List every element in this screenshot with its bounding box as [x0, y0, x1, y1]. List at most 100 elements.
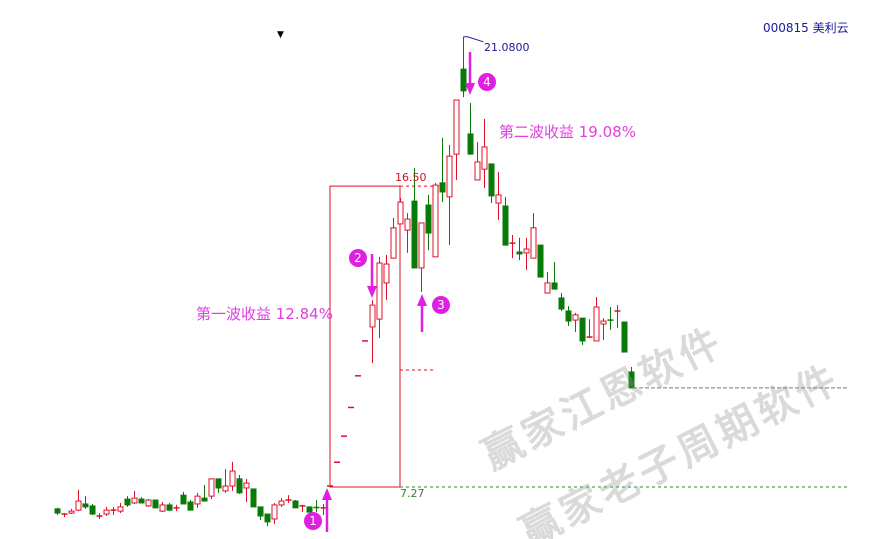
candle-body	[75, 500, 82, 511]
signal-marker-3: 3	[432, 296, 450, 314]
candle-body	[481, 146, 488, 170]
candle	[516, 237, 523, 261]
candle	[145, 499, 152, 507]
candle	[579, 317, 586, 345]
candle	[383, 254, 390, 300]
candle	[376, 256, 383, 339]
candle-body	[271, 504, 278, 520]
candle	[82, 496, 89, 509]
candle	[628, 367, 635, 389]
candle-body	[159, 504, 166, 512]
candle	[593, 296, 600, 342]
candle	[201, 485, 208, 502]
candle	[390, 218, 397, 259]
candle-body	[404, 218, 411, 231]
candle	[313, 500, 320, 513]
candle	[446, 145, 453, 246]
candle-body	[600, 320, 607, 325]
candle	[264, 513, 271, 527]
candle-body	[103, 509, 110, 515]
candle-body	[124, 498, 131, 506]
candle	[467, 102, 474, 155]
candle-body	[537, 244, 544, 278]
candle-body	[187, 501, 194, 511]
candle-body	[145, 499, 152, 507]
candle	[229, 461, 236, 491]
candle	[509, 235, 516, 259]
candle-body	[236, 478, 243, 494]
candle	[600, 318, 607, 340]
candle	[166, 502, 173, 512]
candle-body	[579, 317, 586, 342]
arrowhead-up-icon	[322, 488, 332, 500]
candle-body	[467, 133, 474, 155]
candle-body	[180, 494, 187, 505]
candle	[586, 319, 593, 339]
candle-body	[516, 251, 523, 255]
candle	[299, 504, 306, 513]
candle	[425, 194, 432, 250]
candle	[54, 507, 61, 516]
candle-body	[82, 503, 89, 508]
caret-down-icon[interactable]: ▼	[277, 30, 284, 40]
candle	[292, 500, 299, 509]
arrowhead-up-icon	[417, 294, 427, 306]
arrowhead-down-icon	[367, 286, 377, 298]
candle	[250, 488, 257, 508]
candle	[110, 506, 117, 516]
candle	[208, 478, 215, 500]
candle	[285, 495, 292, 503]
candle-body	[453, 99, 460, 155]
candle	[502, 196, 509, 246]
candle-body	[432, 184, 439, 258]
candle	[614, 305, 621, 328]
candle-body	[551, 282, 558, 290]
candle-body	[502, 205, 509, 246]
candle	[523, 237, 530, 270]
candle	[397, 197, 404, 225]
candle-body	[572, 314, 579, 321]
wave2-return-label: 第二波收益 19.08%	[499, 123, 636, 141]
candle	[61, 513, 68, 517]
candle	[243, 478, 250, 502]
candle-body	[523, 248, 530, 254]
candle	[173, 504, 180, 512]
candle	[96, 513, 103, 519]
candle	[572, 312, 579, 333]
candle	[138, 497, 145, 504]
candle	[257, 506, 264, 520]
candle	[369, 300, 376, 364]
candle	[236, 474, 243, 494]
candle-body	[89, 505, 96, 515]
candle	[544, 271, 551, 294]
candle-body	[243, 482, 250, 489]
candle-body	[194, 495, 201, 505]
candle	[537, 244, 544, 278]
arrowhead-down-icon	[465, 83, 475, 95]
candle-body	[208, 478, 215, 497]
candle	[320, 503, 327, 516]
candle	[481, 118, 488, 189]
candle-body	[278, 500, 285, 506]
peak-price-label: 21.0800	[484, 41, 530, 54]
candle	[215, 478, 222, 493]
candle-body	[390, 227, 397, 259]
candle	[194, 492, 201, 508]
candle	[418, 222, 425, 293]
candle-body	[544, 282, 551, 294]
candle-body	[411, 200, 418, 269]
candle	[278, 498, 285, 507]
candle	[558, 293, 565, 311]
peak-pointer	[463, 36, 484, 43]
candle	[495, 172, 502, 221]
wave1-return-label: 第一波收益 12.84%	[196, 305, 333, 323]
candle-body	[117, 506, 124, 512]
candle-body	[68, 510, 75, 514]
candle	[159, 501, 166, 513]
wave1-box	[329, 185, 401, 488]
candle	[180, 491, 187, 505]
candle	[131, 490, 138, 504]
candle	[124, 496, 131, 507]
